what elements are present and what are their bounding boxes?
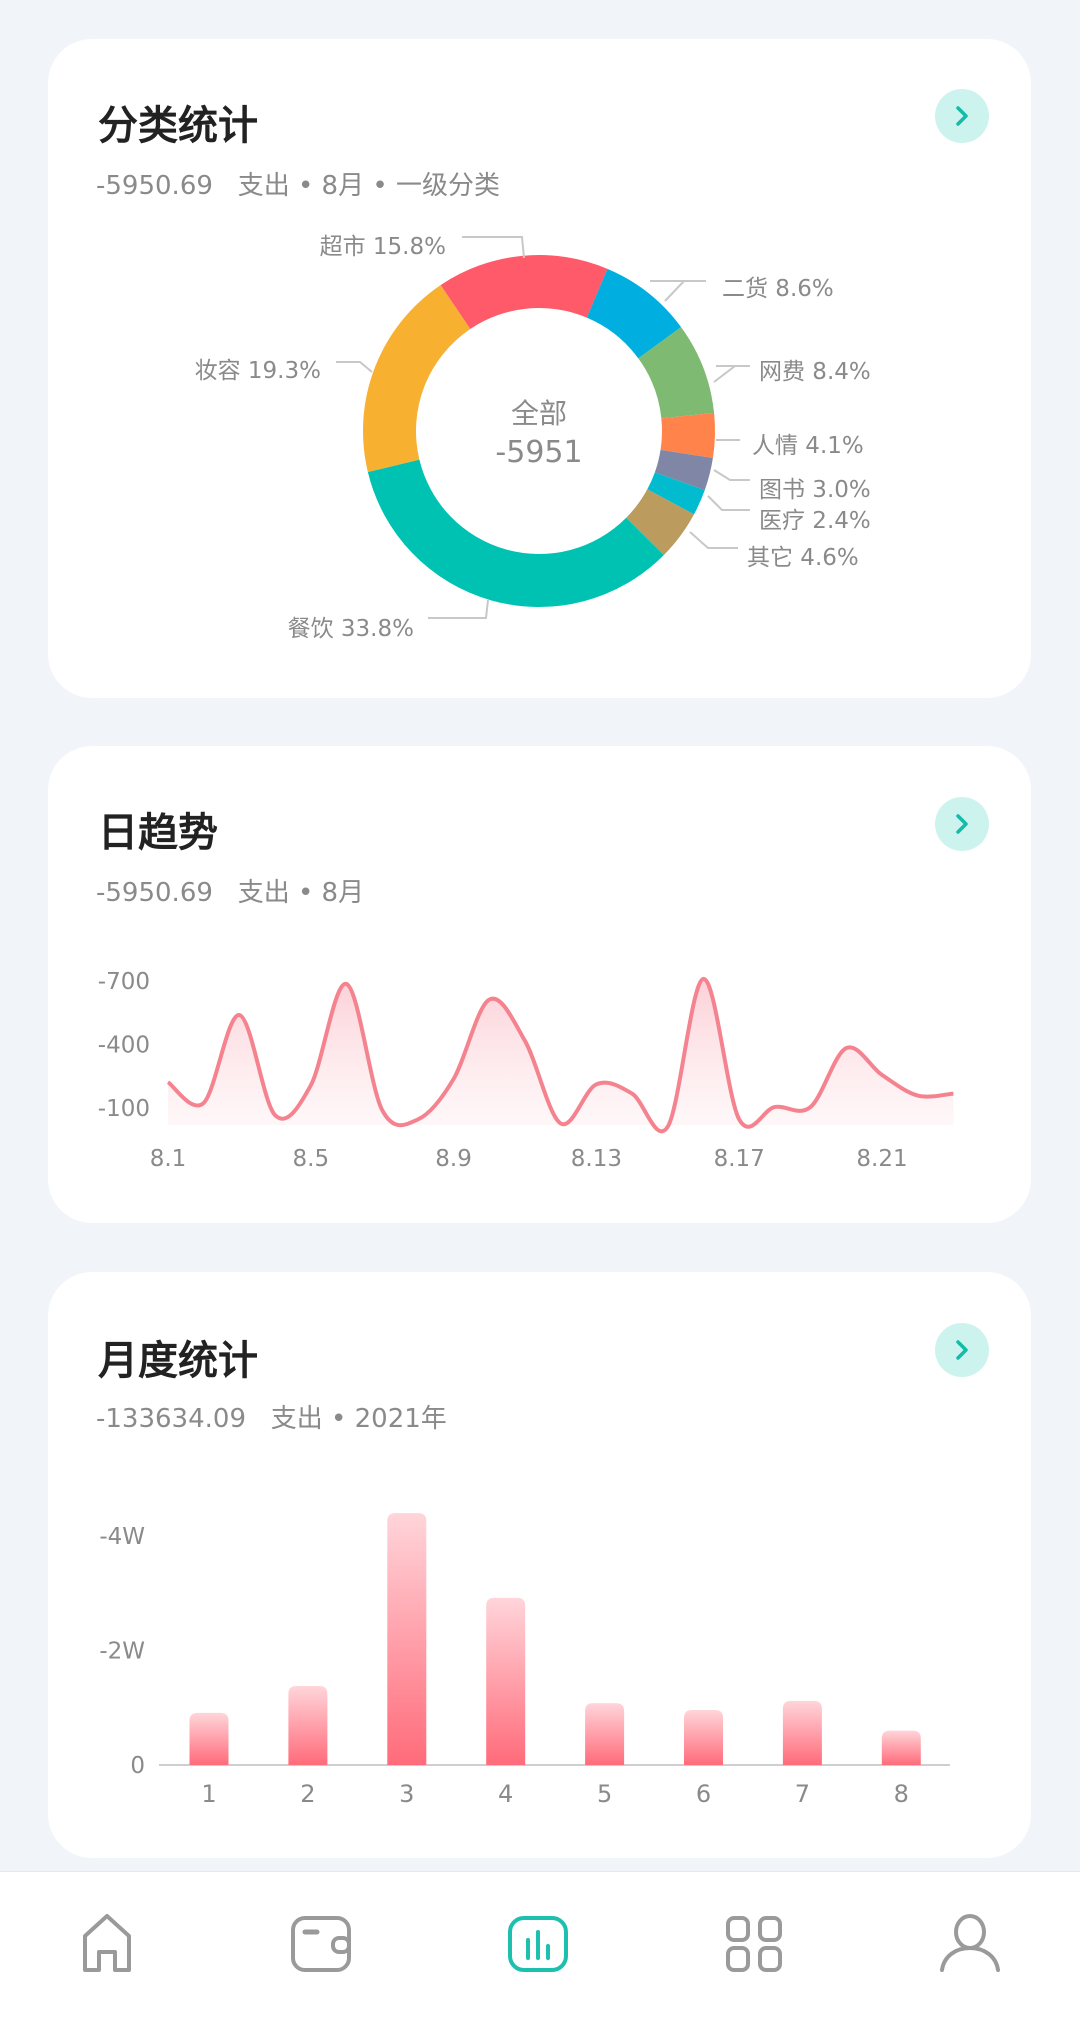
donut-slice-妆容[interactable] — [363, 285, 471, 473]
trend-line — [166, 976, 954, 1134]
slice-label: 人情 4.1% — [752, 433, 864, 459]
donut-slice-超市[interactable] — [440, 255, 608, 330]
donut-slice-二货[interactable] — [586, 268, 682, 359]
card-subtitle: -5950.69 支出 • 8月 • 一级分类 — [96, 171, 500, 201]
slice-label: 超市 15.8% — [320, 234, 446, 260]
x-tick-label: 8 — [894, 1780, 909, 1808]
x-tick-label: 8.21 — [856, 1146, 907, 1172]
slice-label: 医疗 2.4% — [759, 508, 871, 534]
bar-month-3[interactable] — [387, 1513, 427, 1765]
trend-area — [168, 978, 954, 1132]
slice-label: 图书 3.0% — [759, 477, 871, 503]
x-tick-label: 8.5 — [293, 1146, 330, 1172]
detail-button[interactable] — [935, 797, 989, 851]
x-tick-label: 8.1 — [150, 1146, 187, 1172]
chart-icon — [508, 1916, 568, 1972]
bottom-navigation — [0, 1871, 1080, 2028]
x-tick-label: 8.13 — [571, 1146, 622, 1172]
donut-slice-网费[interactable] — [638, 327, 715, 419]
bar-month-5[interactable] — [585, 1703, 625, 1765]
chevron-right-icon — [956, 1340, 968, 1360]
donut-slice-餐饮[interactable] — [367, 459, 664, 607]
x-tick-label: 1 — [201, 1780, 216, 1808]
x-tick-label: 8.17 — [714, 1146, 765, 1172]
donut-slice-其它[interactable] — [626, 489, 694, 556]
wallet-icon — [291, 1916, 351, 1972]
slice-label: 妆容 19.3% — [195, 358, 321, 384]
x-tick-label: 5 — [597, 1780, 612, 1808]
donut-slice-人情[interactable] — [660, 412, 715, 459]
monthly-bar-chart: -4W -2W 0 1 2 3 4 5 6 7 8 — [99, 1513, 950, 1808]
home-icon — [83, 1914, 131, 1972]
donut-slice-图书[interactable] — [654, 449, 713, 491]
slice-label: 二货 8.6% — [722, 276, 834, 302]
slice-label: 餐饮 33.8% — [288, 616, 414, 642]
donut-center-label: 全部 — [511, 397, 567, 430]
card-title: 日趋势 — [98, 810, 218, 856]
nav-home[interactable] — [75, 1912, 139, 1976]
y-tick-label: -2W — [99, 1639, 145, 1665]
bar-month-7[interactable] — [782, 1700, 822, 1765]
card-title: 分类统计 — [98, 103, 258, 149]
bar-month-1[interactable] — [189, 1712, 229, 1765]
detail-button[interactable] — [935, 1323, 989, 1377]
bar-month-4[interactable] — [486, 1597, 526, 1765]
chevron-right-icon — [956, 106, 968, 126]
donut-slice-医疗[interactable] — [647, 472, 705, 515]
x-tick-label: 7 — [795, 1780, 810, 1808]
x-tick-label: 2 — [300, 1780, 315, 1808]
x-tick-label: 8.9 — [435, 1146, 472, 1172]
bar-month-8[interactable] — [881, 1730, 921, 1765]
user-icon — [940, 1914, 1000, 1972]
y-tick-label: -700 — [98, 969, 150, 995]
x-tick-label: 6 — [696, 1780, 711, 1808]
x-tick-label: 4 — [498, 1780, 513, 1808]
daily-trend-chart: -700 -400 -100 8.1 8.5 8.9 8.13 8.17 8.21 — [98, 969, 954, 1172]
nav-statistics[interactable] — [506, 1912, 570, 1976]
y-tick-label: -400 — [98, 1032, 150, 1058]
bar-month-2[interactable] — [288, 1685, 328, 1765]
card-subtitle: -5950.69 支出 • 8月 — [96, 878, 365, 908]
x-tick-label: 3 — [399, 1780, 414, 1808]
category-donut-chart: 超市 15.8% 二货 8.6% 网费 8.4% 人情 4.1% 图书 3.0%… — [195, 234, 871, 642]
card-subtitle: -133634.09 支出 • 2021年 — [96, 1404, 447, 1434]
grid-icon — [726, 1916, 782, 1972]
bar-month-6[interactable] — [684, 1710, 723, 1765]
nav-wallet[interactable] — [289, 1912, 353, 1976]
nav-profile[interactable] — [938, 1912, 1002, 1976]
chevron-right-icon — [956, 814, 968, 834]
card-title: 月度统计 — [98, 1338, 258, 1384]
nav-apps[interactable] — [722, 1912, 786, 1976]
y-tick-label: 0 — [130, 1753, 145, 1779]
slice-label: 网费 8.4% — [759, 359, 871, 385]
daily-trend-card: 日趋势 -5950.69 支出 • 8月 — [48, 746, 1031, 1223]
leader-lines — [336, 236, 750, 619]
donut-center-value: -5951 — [495, 435, 582, 470]
y-tick-label: -100 — [98, 1096, 150, 1122]
slice-label: 其它 4.6% — [747, 545, 859, 571]
detail-button[interactable] — [935, 89, 989, 143]
y-tick-label: -4W — [99, 1524, 145, 1550]
